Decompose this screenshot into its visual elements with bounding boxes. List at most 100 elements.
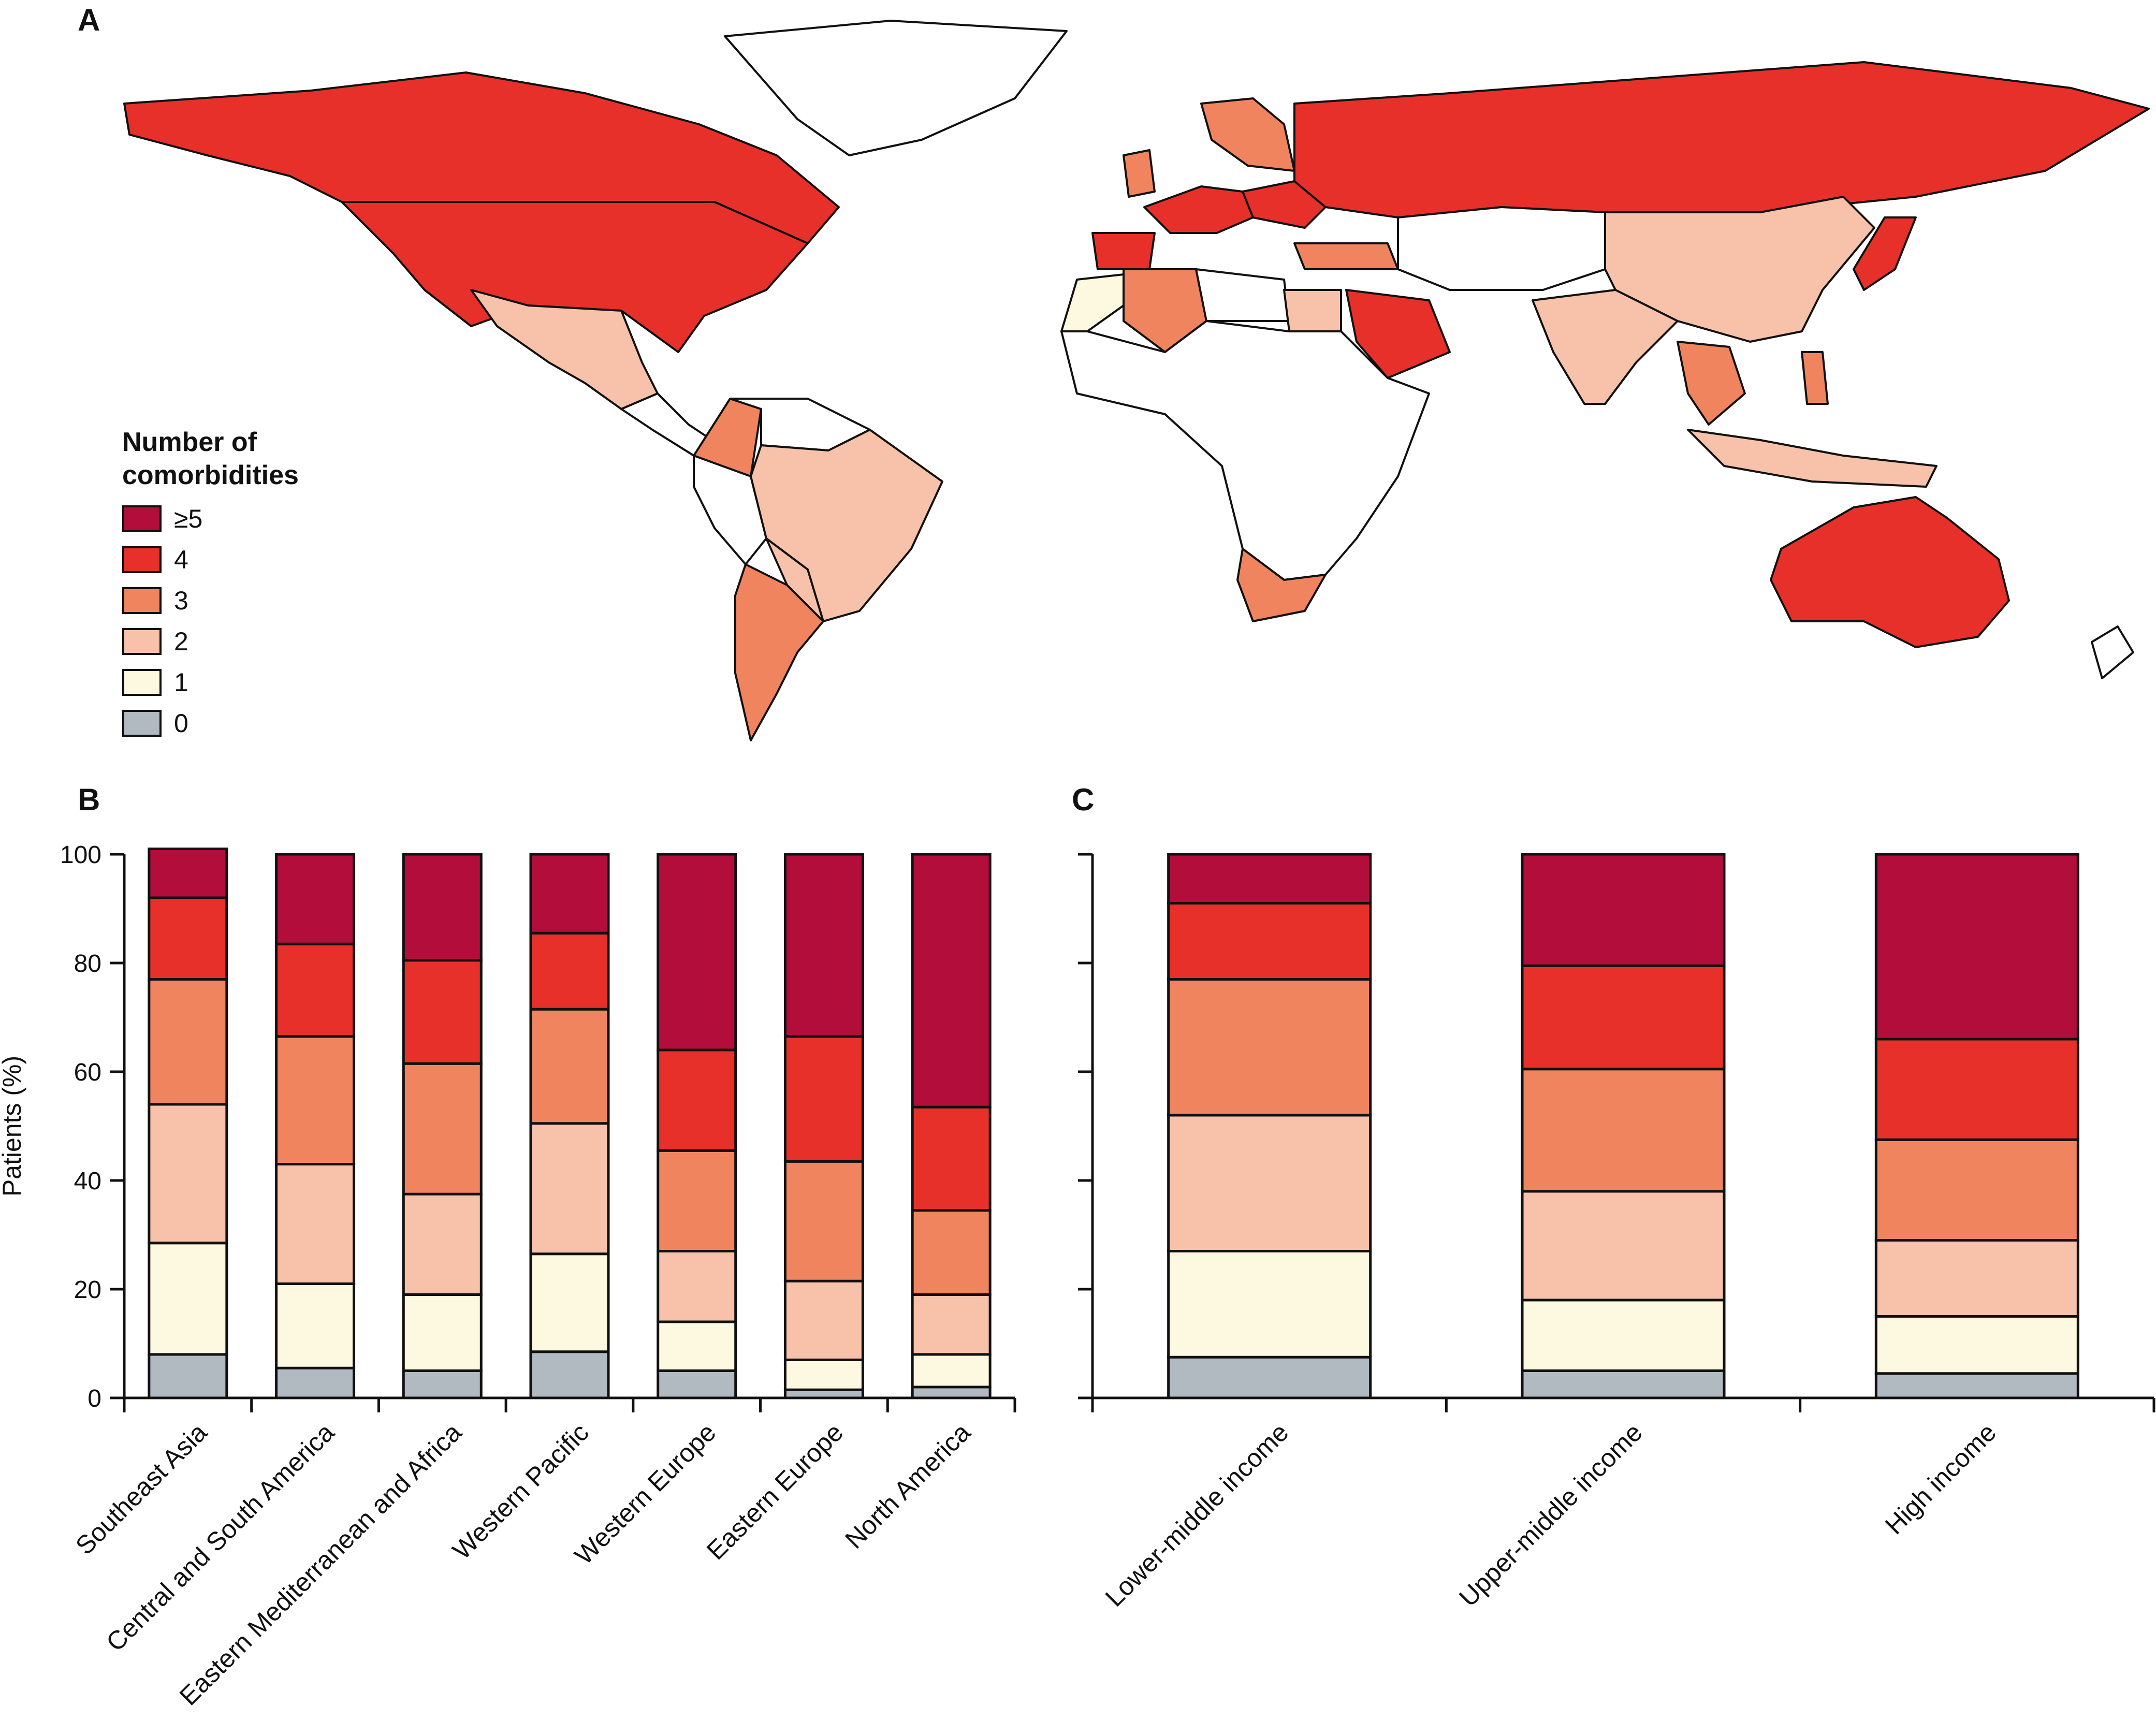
map-region-australia	[1770, 496, 2010, 648]
bar-segment	[1167, 1250, 1372, 1359]
bar-segment	[275, 1035, 356, 1165]
map-region-sub-saharan-africa	[1060, 320, 1430, 581]
legend-label: 1	[174, 667, 188, 697]
y-tick-label: 0	[88, 1385, 101, 1412]
bar-segment	[1167, 978, 1372, 1117]
bar-segment	[1874, 1138, 2079, 1242]
bar-segment	[911, 1293, 992, 1356]
bar-segment	[148, 896, 228, 981]
bar-segment	[911, 1105, 992, 1212]
legend-title: Number of comorbidities	[122, 426, 299, 492]
bar-segment	[148, 978, 228, 1106]
bar-segment	[1167, 853, 1372, 905]
bar-segment	[275, 1163, 356, 1285]
bar-segment	[783, 853, 864, 1038]
legend-swatch	[122, 628, 162, 655]
bar-segment	[529, 1122, 610, 1256]
x-category-label: Western Europe	[569, 1418, 721, 1570]
bar-segment	[402, 1293, 483, 1372]
map-region-indonesia	[1687, 429, 1938, 488]
map-region-argentina-chile	[734, 563, 824, 741]
legend-label: 0	[174, 708, 188, 738]
map-region-japan	[1853, 216, 1917, 291]
bar-segment	[275, 1282, 356, 1369]
world-map	[123, 20, 2150, 741]
bar-segment	[529, 853, 610, 935]
bar-segment	[783, 1359, 864, 1391]
bar-segment	[911, 1209, 992, 1296]
bar-segment	[402, 853, 483, 962]
legend-swatch	[122, 505, 162, 532]
bar-segment	[657, 1250, 737, 1323]
legend-label: ≥5	[174, 504, 203, 533]
map-legend: Number of comorbidities ≥5 4 3 2 1 0	[122, 426, 299, 743]
bar-segment	[1521, 853, 1726, 967]
legend-title-line-2: comorbidities	[122, 460, 299, 490]
x-category-label: Western Pacific	[447, 1418, 594, 1565]
bar-segment	[1874, 1239, 2079, 1318]
bar-segment	[911, 853, 992, 1109]
panel-label-a: A	[78, 3, 100, 37]
panel-label-b: B	[78, 782, 100, 817]
bar-segment	[1521, 1068, 1726, 1193]
map-region-saudi-arabia	[1345, 289, 1451, 379]
y-tick-label: 100	[60, 841, 101, 869]
bar-segment	[1874, 853, 2079, 1041]
bar-segment	[1521, 1299, 1726, 1372]
legend-label: 3	[174, 586, 188, 615]
bar-segment	[529, 931, 610, 1011]
legend-swatch	[122, 668, 162, 696]
y-tick-label: 40	[74, 1168, 101, 1195]
bar-segment	[1521, 1369, 1726, 1399]
x-category-label: High income	[1880, 1418, 2002, 1540]
legend-label: 4	[174, 545, 188, 574]
x-category-label: North America	[839, 1418, 976, 1554]
legend-swatch	[122, 709, 162, 737]
legend-item: 1	[122, 662, 299, 703]
legend-items: ≥5 4 3 2 1 0	[122, 498, 299, 743]
y-tick-label: 60	[74, 1059, 101, 1086]
map-region-usa	[341, 201, 809, 353]
map-region-greenland	[724, 20, 1068, 156]
legend-item: 4	[122, 539, 299, 580]
bar-segment	[148, 1353, 228, 1399]
bar-segment	[783, 1279, 864, 1361]
map-region-russia	[1293, 61, 2150, 218]
bar-segment	[1167, 902, 1372, 981]
x-category-label: Eastern Mediterranean and Africa	[174, 1418, 467, 1711]
legend-swatch	[122, 587, 162, 614]
legend-item: 2	[122, 621, 299, 662]
x-category-label: Southeast Asia	[70, 1418, 213, 1560]
legend-item: 0	[122, 703, 299, 743]
map-region-southeast-asia-mainland	[1677, 341, 1746, 426]
bar-segment	[1874, 1315, 2079, 1375]
bar-segment	[1521, 964, 1726, 1071]
map-region-south-africa	[1236, 548, 1327, 622]
panel-label-c: C	[1072, 782, 1095, 817]
bar-segment	[529, 1252, 610, 1353]
map-region-india	[1532, 289, 1679, 405]
x-category-label: Upper-middle income	[1453, 1418, 1648, 1612]
map-region-eastern-europe	[1242, 180, 1327, 229]
bar-segment	[148, 848, 228, 899]
bar-segment	[657, 1369, 737, 1399]
bar-segment	[911, 1353, 992, 1389]
y-tick-label: 80	[74, 950, 101, 978]
map-region-central-asia	[1397, 206, 1606, 291]
bar-segment	[657, 853, 737, 1052]
bar-segment	[275, 1366, 356, 1399]
legend-item: ≥5	[122, 498, 299, 539]
bar-segment	[275, 942, 356, 1038]
bar-segment	[1521, 1190, 1726, 1302]
map-region-philippines	[1801, 351, 1829, 405]
y-tick-label: 20	[74, 1276, 101, 1304]
bar-segment	[529, 1008, 610, 1125]
bar-segment	[783, 1160, 864, 1282]
legend-swatch	[122, 546, 162, 573]
map-region-china	[1604, 196, 1875, 343]
bar-segment	[148, 1103, 228, 1245]
bar-segment	[402, 959, 483, 1065]
legend-item: 3	[122, 580, 299, 621]
y-axis-label: Patients (%)	[0, 1056, 26, 1197]
